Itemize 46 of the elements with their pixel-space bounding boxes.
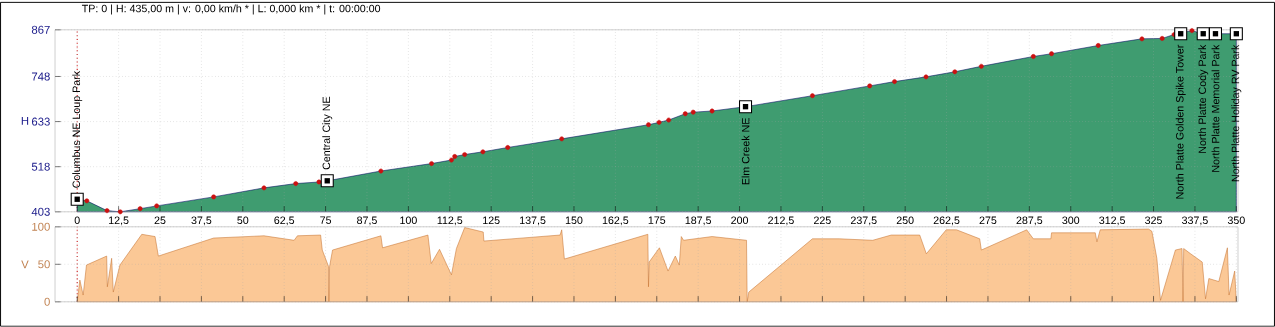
x-tick-label: 62,5 <box>274 216 295 226</box>
y-tick-label: 403 <box>31 207 50 216</box>
annotation: Columbus NE Loup Park <box>72 71 83 188</box>
x-tick-label: 312,5 <box>1099 216 1126 226</box>
annotation: North Platte Cody Park <box>1198 44 1209 153</box>
annotation: North Platte Golden Spike Tower <box>1175 44 1186 199</box>
x-tick-label: 112,5 <box>437 216 463 226</box>
x-tick-label: 275 <box>979 216 997 225</box>
x-tick-label: 350 <box>1227 216 1245 225</box>
x-tick-label: 137,5 <box>520 216 546 226</box>
chart-title: TP: 0 | H: 435,00 m | v: 0,00 km/h * | L: 0,000 km * | t: 00:00:00 <box>81 4 381 15</box>
y-axis-title: V <box>21 260 29 269</box>
x-tick-label: 175 <box>648 216 666 225</box>
x-tick-label: 200 <box>731 216 749 225</box>
y-tick-label: 518 <box>31 162 50 171</box>
annotation: North Platte Holiday RV Park <box>1231 44 1242 182</box>
x-tick-label: 187,5 <box>685 216 712 226</box>
x-tick-label: 87,5 <box>357 216 377 226</box>
y-tick-label: 867 <box>31 25 50 34</box>
x-tick-label: 50 <box>237 216 249 225</box>
x-tick-label: 250 <box>896 216 914 225</box>
x-tick-label: 212,5 <box>768 216 794 226</box>
x-tick-label: 262,5 <box>933 216 960 226</box>
x-tick-label: 337,5 <box>1181 216 1208 226</box>
x-tick-label: 300 <box>1062 216 1080 225</box>
x-tick-label: 75 <box>320 216 332 225</box>
x-tick-label: 150 <box>565 216 583 225</box>
x-tick-label: 237,5 <box>850 216 877 226</box>
y-tick-label: 50 <box>38 260 50 269</box>
x-tick-label: 0 <box>74 216 80 225</box>
annotation: Elm Creek NE <box>741 118 750 185</box>
annotation: Central City NE <box>322 96 333 170</box>
x-tick-label: 12,5 <box>109 216 129 226</box>
y-tick-label: 748 <box>31 72 50 81</box>
x-tick-label: 100 <box>400 216 417 225</box>
x-tick-label: 162,5 <box>602 216 629 226</box>
x-tick-label: 325 <box>1145 216 1162 225</box>
x-tick-label: 125 <box>483 216 500 225</box>
annotation: North Platte Memorial Park <box>1211 44 1220 172</box>
x-tick-label: 37,5 <box>191 216 212 226</box>
y-tick-label: 0 <box>44 297 50 306</box>
y-axis-title: H <box>21 117 29 125</box>
y-tick-label: 633 <box>31 117 50 126</box>
x-tick-label: 225 <box>814 216 831 225</box>
x-tick-label: 287,5 <box>1016 216 1043 226</box>
x-tick-label: 25 <box>154 216 166 225</box>
